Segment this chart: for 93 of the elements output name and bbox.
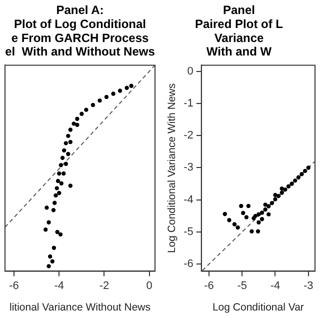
point — [266, 204, 271, 208]
point — [270, 200, 274, 206]
point — [57, 171, 62, 176]
y-tick-label: -5 — [184, 226, 194, 238]
point — [44, 228, 48, 232]
point — [104, 94, 109, 100]
x-tick-label: -5 — [237, 280, 248, 292]
point — [256, 229, 260, 234]
point — [260, 210, 264, 215]
x-axis-title: Log Conditional Var — [212, 302, 304, 314]
point — [263, 202, 268, 207]
point — [48, 254, 52, 259]
point — [306, 166, 310, 170]
point — [59, 181, 64, 186]
point — [290, 182, 294, 186]
point — [58, 232, 63, 237]
y-tick-label: -6 — [184, 258, 194, 270]
point — [300, 172, 304, 176]
point — [260, 217, 264, 222]
point — [266, 212, 271, 216]
point — [273, 197, 278, 202]
x-tick-label: 0 — [146, 280, 152, 292]
x-tick-label: -4 — [270, 280, 280, 292]
point — [222, 212, 227, 216]
point — [273, 192, 278, 198]
point — [46, 264, 51, 268]
point — [60, 156, 65, 160]
x-tick-label: -3 — [303, 280, 314, 292]
point — [276, 194, 281, 198]
point — [56, 178, 60, 184]
point — [244, 215, 249, 220]
x-tick-label: -2 — [99, 280, 110, 292]
point — [75, 122, 80, 127]
point — [111, 92, 116, 96]
point — [256, 212, 261, 216]
point — [232, 222, 237, 226]
point — [302, 168, 308, 174]
point — [124, 86, 129, 90]
point — [227, 218, 232, 222]
point — [44, 206, 49, 210]
point — [62, 171, 66, 176]
y-tick-label: -3 — [184, 162, 194, 174]
point — [256, 220, 261, 224]
y-axis-title: Log Conditional Variance With News — [166, 83, 178, 254]
y-tick-label: -4 — [184, 194, 194, 206]
point — [84, 108, 88, 112]
point — [280, 190, 284, 195]
point — [236, 225, 240, 230]
point — [58, 162, 64, 168]
point — [293, 178, 298, 183]
point — [52, 246, 56, 250]
point — [263, 207, 268, 212]
point — [283, 187, 288, 192]
x-axis-title: litional Variance Without News — [9, 302, 151, 314]
x-tick-label: -4 — [54, 280, 64, 292]
point — [62, 148, 66, 153]
point — [72, 122, 76, 126]
point — [75, 116, 80, 121]
point — [68, 184, 73, 188]
point — [286, 184, 291, 188]
point — [98, 98, 102, 103]
point — [64, 162, 68, 166]
point — [57, 190, 62, 196]
point — [46, 220, 51, 224]
point — [246, 204, 251, 208]
point — [80, 112, 84, 116]
point — [66, 152, 70, 156]
point — [250, 229, 254, 234]
point — [118, 88, 122, 93]
point — [68, 140, 73, 144]
x-tick-label: -6 — [9, 280, 19, 292]
point — [296, 175, 301, 180]
point — [52, 200, 57, 205]
point — [51, 208, 56, 212]
y-tick-label: -1 — [184, 97, 194, 110]
point — [55, 230, 60, 234]
chart-title: Panel Paired Plot of L Variance With and W — [194, 3, 284, 59]
x-tick-label: -6 — [204, 280, 214, 292]
point — [50, 259, 54, 264]
point — [54, 186, 59, 190]
point — [54, 193, 58, 198]
point — [66, 134, 70, 138]
point — [241, 210, 246, 216]
point — [129, 84, 134, 88]
point — [280, 186, 284, 191]
point — [239, 204, 244, 208]
y-tick-label: -2 — [184, 130, 194, 142]
point — [253, 214, 258, 218]
point — [90, 102, 96, 108]
chart-title: Panel A: Plot of Log Conditional e From GARCH Process el With and Without News — [5, 3, 156, 59]
point — [68, 128, 73, 132]
y-tick-label: 0 — [187, 65, 194, 78]
point — [64, 141, 68, 146]
